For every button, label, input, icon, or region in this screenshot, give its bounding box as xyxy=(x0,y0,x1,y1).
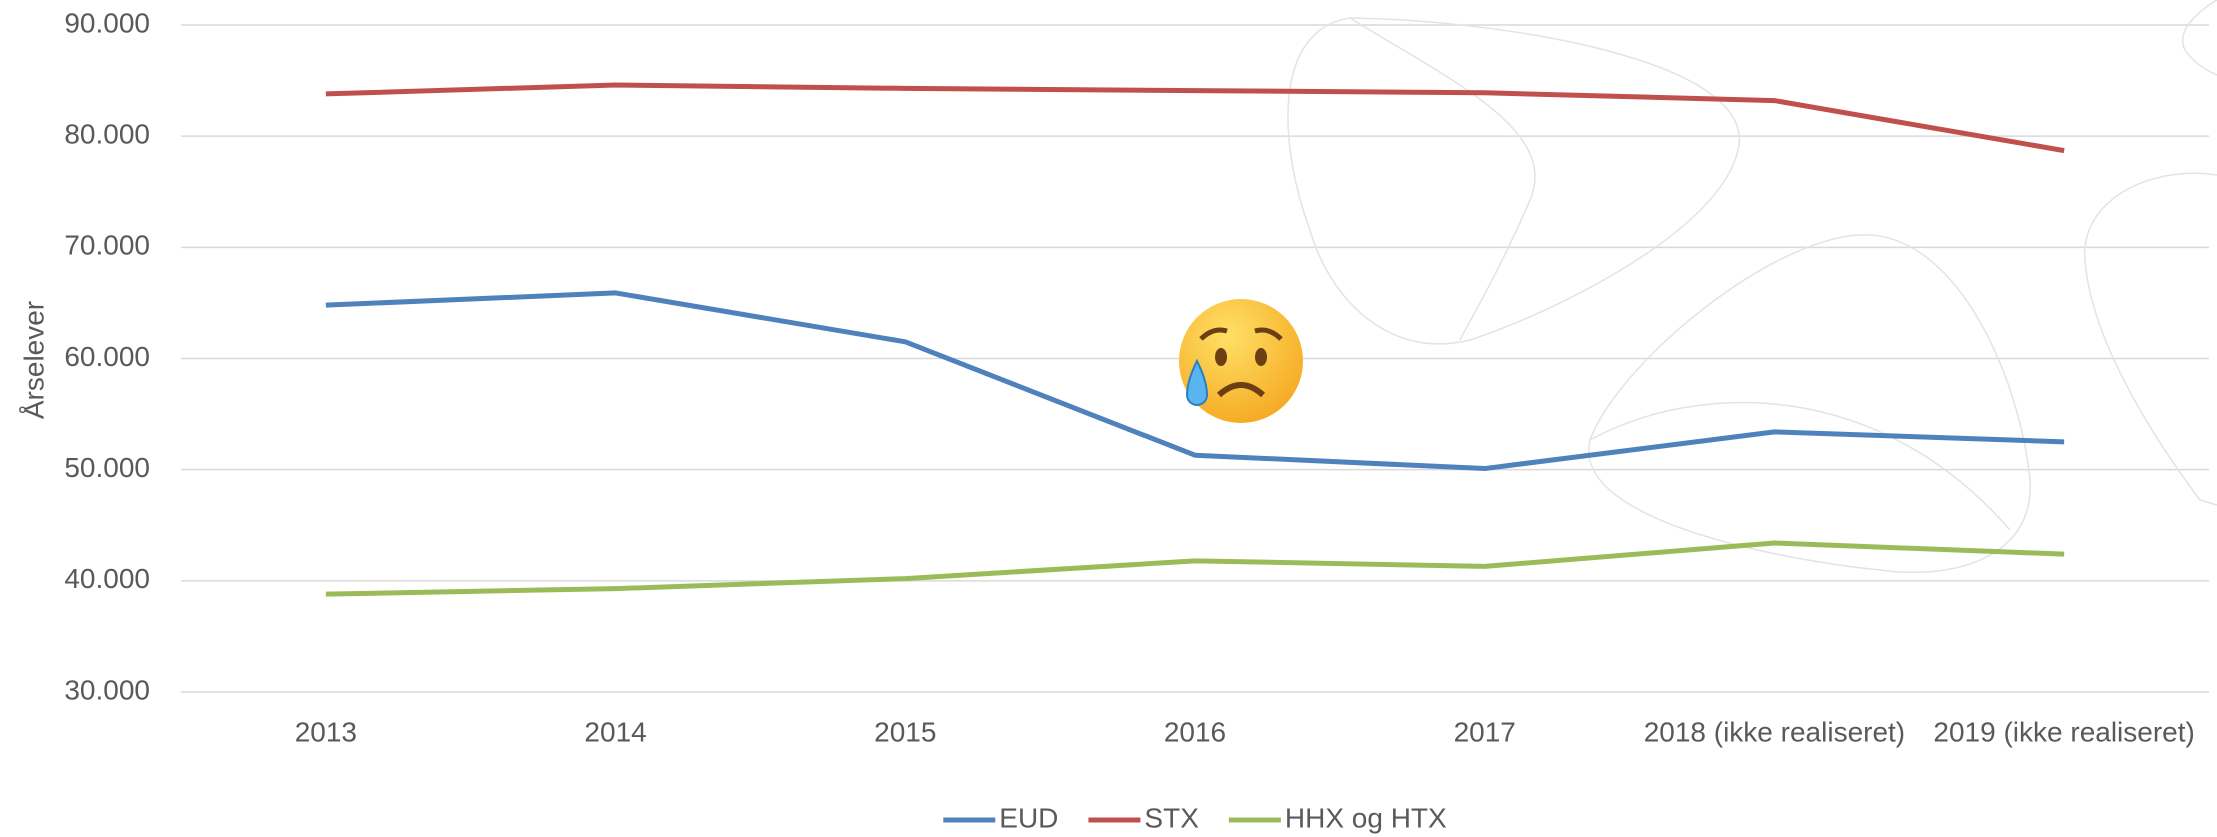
decoration xyxy=(1288,0,2217,572)
x-tick-label: 2018 (ikke realiseret) xyxy=(1644,716,1905,747)
legend: EUD STX HHX og HTX xyxy=(943,802,1447,833)
series-line xyxy=(326,543,2064,594)
y-axis-label: Årselever xyxy=(18,301,49,419)
y-tick-label: 40.000 xyxy=(64,563,150,594)
y-tick-label: 30.000 xyxy=(64,674,150,705)
emoji xyxy=(1179,299,1303,423)
legend-label: HHX og HTX xyxy=(1285,802,1447,833)
x-tick-label: 2014 xyxy=(584,716,646,747)
x-tick-label: 2017 xyxy=(1454,716,1516,747)
y-tick-label: 60.000 xyxy=(64,341,150,372)
x-tick-label: 2013 xyxy=(295,716,357,747)
x-tick-label: 2016 xyxy=(1164,716,1226,747)
y-tick-label: 70.000 xyxy=(64,230,150,261)
y-tick-label: 90.000 xyxy=(64,7,150,38)
y-tick-label: 50.000 xyxy=(64,452,150,483)
chart: Årselever 30.000 40.000 50.000 60.000 70.000… xyxy=(0,0,2217,837)
series-line xyxy=(326,85,2064,151)
x-tick-label: 2015 xyxy=(874,716,936,747)
x-tick-label: 2019 (ikke realiseret) xyxy=(1933,716,2194,747)
y-tick-label: 80.000 xyxy=(64,119,150,150)
legend-label: EUD xyxy=(999,802,1058,833)
legend-label: STX xyxy=(1144,802,1199,833)
